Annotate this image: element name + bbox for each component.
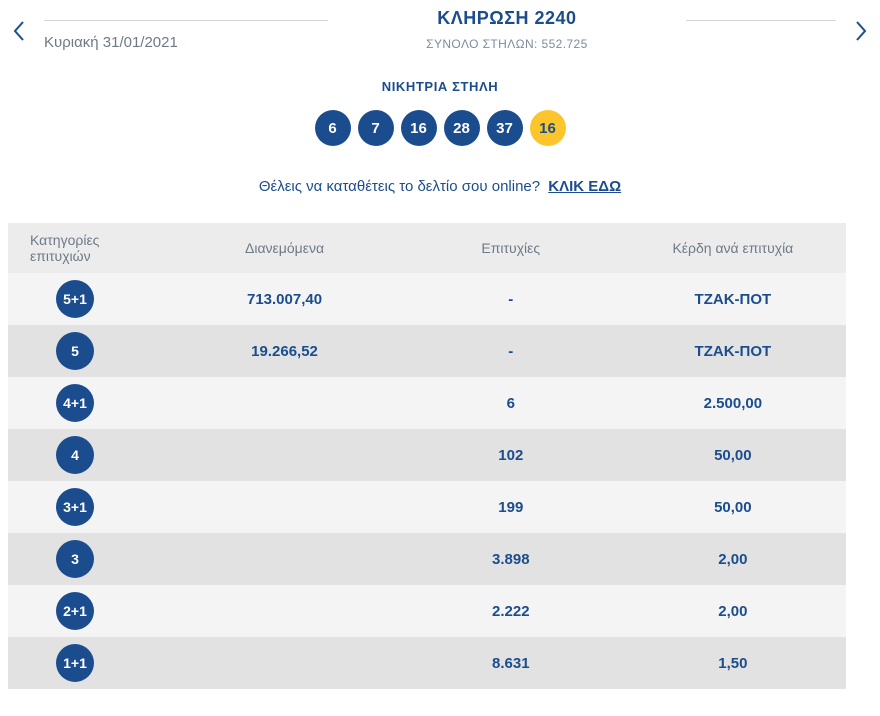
category-badge: 3+1 [56, 488, 94, 526]
table-row: 4 102 50,00 [8, 429, 846, 481]
total-columns-label: ΣΥΝΟΛΟ ΣΤΗΛΩΝ: 552.725 [426, 37, 588, 51]
table-row: 2+1 2.222 2,00 [8, 585, 846, 637]
category-badge: 5+1 [56, 280, 94, 318]
winning-number-ball: 28 [443, 110, 480, 146]
table-row: 3 3.898 2,00 [8, 533, 846, 585]
category-badge: 5 [56, 332, 94, 370]
successes-value: 6 [506, 394, 515, 412]
table-row: 3+1 199 50,00 [8, 481, 846, 533]
category-cell: 4 [8, 429, 167, 481]
distributed-value [167, 377, 402, 429]
header-right-divider [685, 20, 837, 21]
category-cell: 3 [8, 533, 167, 585]
results-table-body: 5+1 713.007,40 - ΤΖΑΚ-ΠΟΤ 5 19.266,52 - ΤΖΑΚ-ΠΟ… [8, 273, 846, 689]
category-badge: 4+1 [56, 384, 94, 422]
winnings-value: 2,00 [718, 550, 748, 568]
successes-value: 2.222 [492, 602, 530, 620]
winning-number-ball: 16 [400, 110, 437, 146]
winnings-value: ΤΖΑΚ-ΠΟΤ [694, 342, 772, 360]
table-row: 5 19.266,52 - ΤΖΑΚ-ΠΟΤ [8, 325, 846, 377]
header-right-block [672, 6, 850, 21]
winnings-value: ΤΖΑΚ-ΠΟΤ [694, 290, 772, 308]
successes-value: 199 [498, 498, 524, 516]
winnings-value: 50,00 [714, 498, 752, 516]
draw-header: Κυριακή 31/01/2021 ΚΛΗΡΩΣΗ 2240 ΣΥΝΟΛΟ Σ… [0, 6, 880, 51]
winning-column-label: ΝΙΚΗΤΡΙΑ ΣΤΗΛΗ [381, 79, 499, 94]
winnings-value: 50,00 [714, 446, 752, 464]
cta-text: Θέλεις να καταθέτεις το δελτίο σου onlin… [258, 178, 541, 195]
successes-value: 3.898 [492, 550, 530, 568]
joker-number-ball: 16 [529, 110, 566, 146]
successes-value: 8.631 [492, 654, 530, 672]
draw-title: ΚΛΗΡΩΣΗ 2240 [437, 8, 577, 28]
category-cell: 5+1 [8, 273, 167, 325]
winning-number-ball: 7 [357, 110, 394, 146]
table-row: 5+1 713.007,40 - ΤΖΑΚ-ΠΟΤ [8, 273, 846, 325]
winning-number-ball: 6 [314, 110, 351, 146]
column-header-winnings: Κέρδη ανά επιτυχία [619, 223, 846, 273]
next-draw-button[interactable] [850, 20, 872, 42]
category-cell: 1+1 [8, 637, 167, 689]
winnings-value: 2,00 [718, 602, 748, 620]
chevron-right-icon [854, 20, 868, 42]
distributed-value [167, 533, 402, 585]
table-row: 4+1 6 2.500,00 [8, 377, 846, 429]
distributed-value: 713.007,40 [246, 290, 323, 308]
successes-value: 102 [498, 446, 524, 464]
winnings-value: 1,50 [718, 654, 748, 672]
successes-value: - [508, 342, 514, 360]
column-header-categories: Κατηγορίες επιτυχιών [8, 223, 168, 273]
online-cta: Θέλεις να καταθέτεις το δελτίο σου onlin… [0, 178, 880, 195]
successes-value: - [508, 290, 514, 308]
distributed-value [167, 637, 402, 689]
draw-date: Κυριακή 31/01/2021 [44, 34, 178, 51]
results-table: Κατηγορίες επιτυχιών Διανεμόμενα Επιτυχί… [8, 223, 846, 689]
distributed-value [167, 585, 402, 637]
winning-numbers-row: 6 7 16 28 37 16 [0, 110, 880, 146]
header-center-block: ΚΛΗΡΩΣΗ 2240 ΣΥΝΟΛΟ ΣΤΗΛΩΝ: 552.725 [342, 6, 672, 51]
header-left-divider [44, 20, 328, 21]
category-cell: 5 [8, 325, 167, 377]
table-header-row: Κατηγορίες επιτυχιών Διανεμόμενα Επιτυχί… [8, 223, 846, 273]
category-cell: 2+1 [8, 585, 167, 637]
category-cell: 4+1 [8, 377, 167, 429]
previous-draw-button[interactable] [8, 20, 30, 42]
category-badge: 4 [56, 436, 94, 474]
distributed-value [167, 481, 402, 533]
category-badge: 1+1 [56, 644, 94, 682]
category-badge: 3 [56, 540, 94, 578]
table-row: 1+1 8.631 1,50 [8, 637, 846, 689]
category-badge: 2+1 [56, 592, 94, 630]
click-here-link[interactable]: ΚΛΙΚ ΕΔΩ [548, 178, 622, 195]
column-header-successes: Επιτυχίες [401, 223, 620, 273]
distributed-value [167, 429, 402, 481]
header-left-block: Κυριακή 31/01/2021 [30, 6, 342, 51]
distributed-value: 19.266,52 [251, 342, 318, 360]
winnings-value: 2.500,00 [703, 394, 763, 412]
chevron-left-icon [12, 20, 26, 42]
winning-number-ball: 37 [486, 110, 523, 146]
column-header-distributed: Διανεμόμενα [167, 223, 402, 273]
category-cell: 3+1 [8, 481, 167, 533]
